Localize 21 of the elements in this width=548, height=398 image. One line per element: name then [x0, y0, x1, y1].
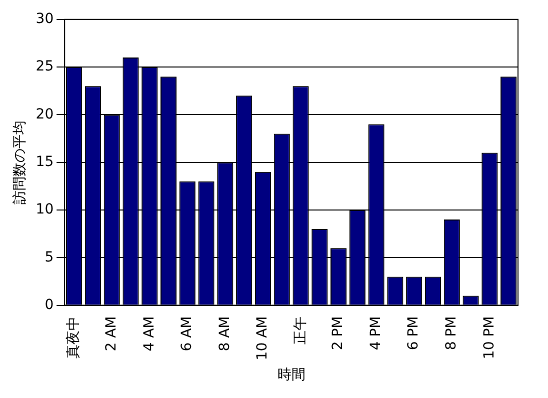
x-tick-label: 2 PM — [330, 316, 346, 350]
x-tick-label: 6 PM — [406, 316, 422, 350]
x-tick-label: 10 AM — [254, 316, 271, 360]
x-axis-title: 時間 — [277, 367, 306, 384]
x-tick-label: 4 PM — [368, 316, 384, 350]
x-tick-label: 8 AM — [216, 316, 233, 352]
y-tick-label: 20 — [36, 106, 54, 122]
x-tick-label: 2 AM — [103, 316, 120, 352]
x-tick-label: 真夜中 — [66, 316, 82, 358]
x-tick-label: 10 PM — [481, 316, 498, 360]
x-tick-label: 8 PM — [444, 316, 460, 350]
x-tick-label: 4 AM — [141, 316, 158, 352]
y-tick-label: 25 — [36, 58, 54, 75]
y-tick-label: 5 — [44, 249, 54, 266]
y-tick-label: 10 — [36, 202, 54, 218]
x-tick-label: 正午 — [292, 316, 308, 344]
y-tick-label: 15 — [36, 154, 54, 170]
y-axis-title: 訪問数の平均 — [12, 120, 28, 204]
y-tick-label: 30 — [36, 11, 54, 28]
x-tick-label: 6 AM — [179, 316, 196, 352]
y-tick-label: 0 — [44, 296, 54, 313]
